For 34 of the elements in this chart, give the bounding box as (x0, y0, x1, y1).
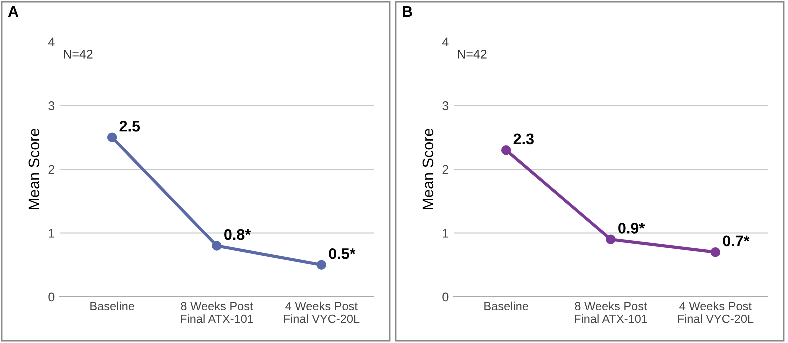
x-tick-label: 4 Weeks Post Final VYC-20L (284, 302, 360, 324)
data-label: 2.5 (120, 121, 140, 132)
data-label: 0.7* (723, 236, 750, 247)
data-label: 2.3 (514, 134, 534, 145)
annotation: N=42 (64, 50, 93, 59)
point (212, 241, 222, 251)
y-tick-label: 3 (442, 102, 449, 110)
y-tick-label: 2 (48, 165, 55, 174)
chart-title: B (403, 6, 412, 18)
y-tick-label: 0 (48, 292, 55, 302)
y-tick-label: 4 (48, 38, 55, 47)
x-tick-label: Baseline (484, 302, 528, 311)
point (710, 248, 721, 258)
y-axis-title: Mean Score (28, 128, 40, 210)
y-tick-label: 4 (442, 38, 449, 47)
annotation: N=42 (458, 50, 487, 59)
data-label: 0.8* (224, 229, 252, 240)
x-tick-label: 8 Weeks Post Final ATX-101 (181, 302, 254, 324)
x-tick-label: 4 Weeks Post Final VYC-20L (678, 302, 754, 324)
point (107, 132, 118, 142)
chart-title: A (8, 6, 19, 18)
y-axis-title: Mean Score (422, 128, 434, 210)
x-tick-label: 8 Weeks Post Final ATX-101 (575, 302, 648, 324)
y-tick-label: 3 (48, 102, 55, 110)
y-tick-label: 1 (443, 229, 449, 238)
y-tick-label: 1 (49, 229, 55, 238)
data-label: 0.9* (618, 223, 646, 234)
point (316, 260, 327, 270)
y-tick-label: 2 (442, 165, 449, 174)
x-tick-label: Baseline (90, 302, 134, 311)
y-tick-label: 0 (442, 292, 449, 302)
data-label: 0.5* (329, 248, 356, 260)
point (501, 146, 512, 156)
point (606, 234, 616, 244)
